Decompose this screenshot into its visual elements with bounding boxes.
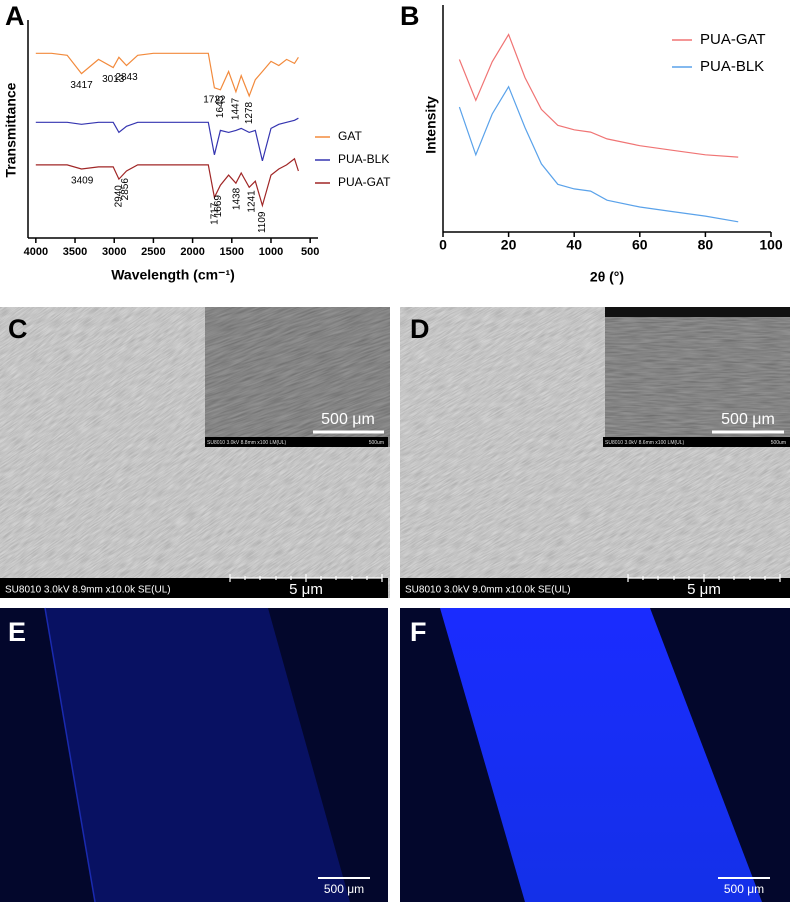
- scale-label: 500 μm: [724, 882, 764, 896]
- y-axis-title: Intensity: [423, 96, 439, 154]
- peak-label: 1717: [209, 202, 220, 225]
- inset-info-bar: [603, 437, 790, 447]
- peak-label: 1447: [231, 97, 242, 120]
- legend-label: PUA-BLK: [338, 152, 389, 166]
- sem-info: SU8010 3.0kV 9.0mm x10.0k SE(UL): [405, 585, 571, 596]
- panel-letter: C: [8, 314, 28, 344]
- x-tick-label: 500: [301, 246, 319, 258]
- x-axis-title: 2θ (°): [590, 269, 624, 285]
- scale-bar: [627, 574, 781, 582]
- scale-label: 500 μm: [324, 882, 364, 896]
- series-line: [458, 33, 739, 158]
- x-tick-label: 80: [698, 237, 714, 253]
- inset-info-bar: [205, 437, 388, 447]
- legend-label: PUA-GAT: [700, 31, 766, 48]
- peak-label: 1109: [257, 211, 268, 233]
- sem-image: [400, 307, 790, 598]
- x-tick-label: 20: [501, 237, 517, 253]
- fiber-edge: [44, 607, 96, 902]
- sem-info: SU8010 3.0kV 8.9mm x10.0k SE(UL): [5, 585, 171, 596]
- scale-bar: [229, 574, 383, 582]
- y-axis-title: Transmittance: [3, 82, 19, 177]
- sem-panel: SU8010 3.0kV 8.6mm x100 LM(UL) 500um 500…: [400, 307, 790, 598]
- inset-scale: 500 μm: [721, 411, 775, 428]
- fluorescence-panel: 500 μm E: [0, 607, 388, 902]
- inset-scale: 500 μm: [321, 411, 375, 428]
- panel-letter: A: [5, 1, 25, 31]
- inset-scale-small: 500um: [771, 440, 786, 446]
- panel-letter: E: [8, 617, 26, 647]
- inset-scale-small: 500um: [369, 440, 384, 446]
- legend-label: GAT: [338, 129, 362, 143]
- peak-label: 2843: [115, 72, 138, 83]
- x-tick-label: 3000: [102, 246, 126, 258]
- sem-image: [0, 307, 390, 598]
- legend-label: PUA-BLK: [700, 58, 764, 75]
- info-bar: [400, 578, 790, 598]
- x-tick-label: 1000: [259, 246, 283, 258]
- panel-letter: D: [410, 314, 430, 344]
- series-line: [35, 157, 299, 208]
- sem-panel: SU8010 3.0kV 8.8mm x100 LM(UL) 500um 500…: [0, 307, 390, 598]
- sem-inset-image: [605, 307, 790, 447]
- peak-label: 1669: [213, 195, 224, 218]
- x-tick-label: 1500: [220, 246, 244, 258]
- x-tick-label: 4000: [24, 246, 48, 258]
- x-tick-label: 40: [566, 237, 582, 253]
- peak-label: 1645: [215, 95, 226, 118]
- peak-label: 3409: [71, 176, 94, 187]
- peak-label: 1241: [247, 190, 258, 213]
- panel-letter: B: [400, 1, 420, 31]
- info-bar: [0, 578, 388, 598]
- peak-label: 2940: [114, 185, 125, 208]
- fiber: [45, 608, 350, 902]
- peak-label: 1722: [203, 94, 226, 105]
- inset-edge: [605, 307, 790, 317]
- series-line: [35, 52, 299, 98]
- peak-label: 3013: [102, 74, 125, 85]
- x-axis-title: Wavelength (cm⁻¹): [111, 267, 235, 283]
- inset-info: SU8010 3.0kV 8.6mm x100 LM(UL): [605, 440, 685, 446]
- sem-scale: 5 μm: [687, 581, 721, 598]
- x-tick-label: 0: [439, 237, 447, 253]
- fiber: [440, 608, 762, 902]
- series-line: [458, 85, 739, 223]
- x-tick-label: 3500: [63, 246, 87, 258]
- sem-inset-image: [205, 307, 390, 447]
- fluorescence-panel: 500 μm F: [400, 608, 790, 902]
- peak-label: 1438: [231, 187, 242, 210]
- x-tick-label: 2000: [180, 246, 204, 258]
- series-line: [35, 117, 299, 162]
- peak-label: 2856: [120, 178, 131, 201]
- legend-label: PUA-GAT: [338, 175, 391, 189]
- x-tick-label: 2500: [141, 246, 165, 258]
- inset-info: SU8010 3.0kV 8.8mm x100 LM(UL): [207, 440, 287, 446]
- x-tick-label: 60: [632, 237, 648, 253]
- peak-label: 3417: [70, 80, 93, 91]
- peak-label: 1278: [244, 101, 255, 124]
- panel-letter: F: [410, 617, 427, 647]
- sem-scale: 5 μm: [289, 581, 323, 598]
- x-tick-label: 100: [759, 237, 783, 253]
